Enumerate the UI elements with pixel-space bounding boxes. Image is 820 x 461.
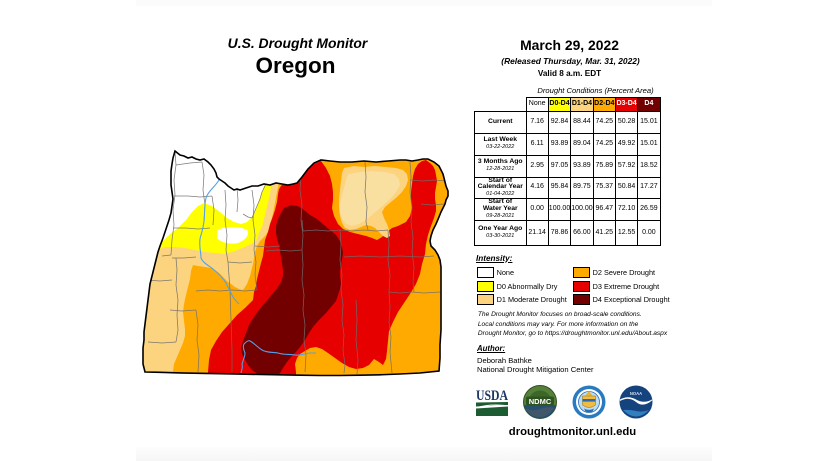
svg-text:NDMC: NDMC [529,397,552,406]
svg-text:NOAA: NOAA [630,391,642,396]
svg-text:USDA: USDA [476,388,508,404]
